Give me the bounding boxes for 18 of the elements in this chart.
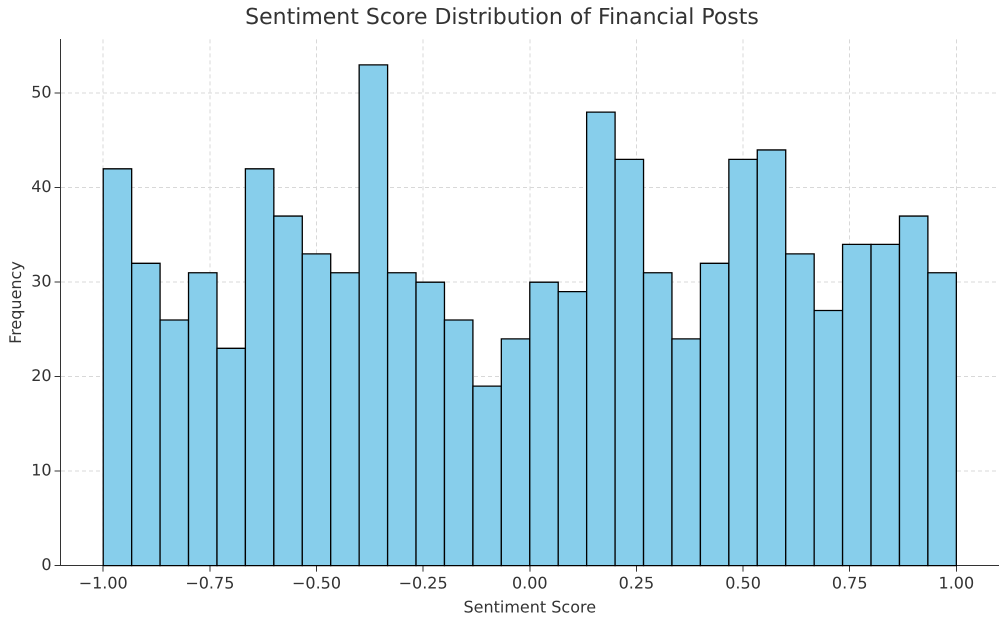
y-tick-label: 0: [41, 554, 52, 574]
x-axis-title: Sentiment Score: [463, 598, 596, 617]
x-tick-label: −1.00: [78, 573, 128, 592]
y-tick-label: 30: [31, 271, 52, 290]
x-tick-label: 0.50: [725, 573, 761, 592]
y-axis-title: Frequency: [6, 261, 25, 344]
x-tick-label: 0.00: [512, 573, 548, 592]
chart-title: Sentiment Score Distribution of Financial Posts: [245, 4, 759, 30]
x-tick-label: −0.75: [185, 573, 234, 592]
x-tick-label: 0.25: [618, 573, 654, 592]
y-tick-label: 10: [31, 460, 52, 480]
y-tick-label: 20: [31, 366, 52, 385]
y-tick-label: 50: [31, 82, 52, 102]
y-tick-label: 40: [31, 176, 52, 196]
x-tick-label: −0.50: [292, 573, 342, 592]
x-tick-label: −0.25: [398, 573, 448, 592]
x-tick-label: 1.00: [938, 573, 974, 592]
x-tick-label: 0.75: [832, 573, 868, 592]
